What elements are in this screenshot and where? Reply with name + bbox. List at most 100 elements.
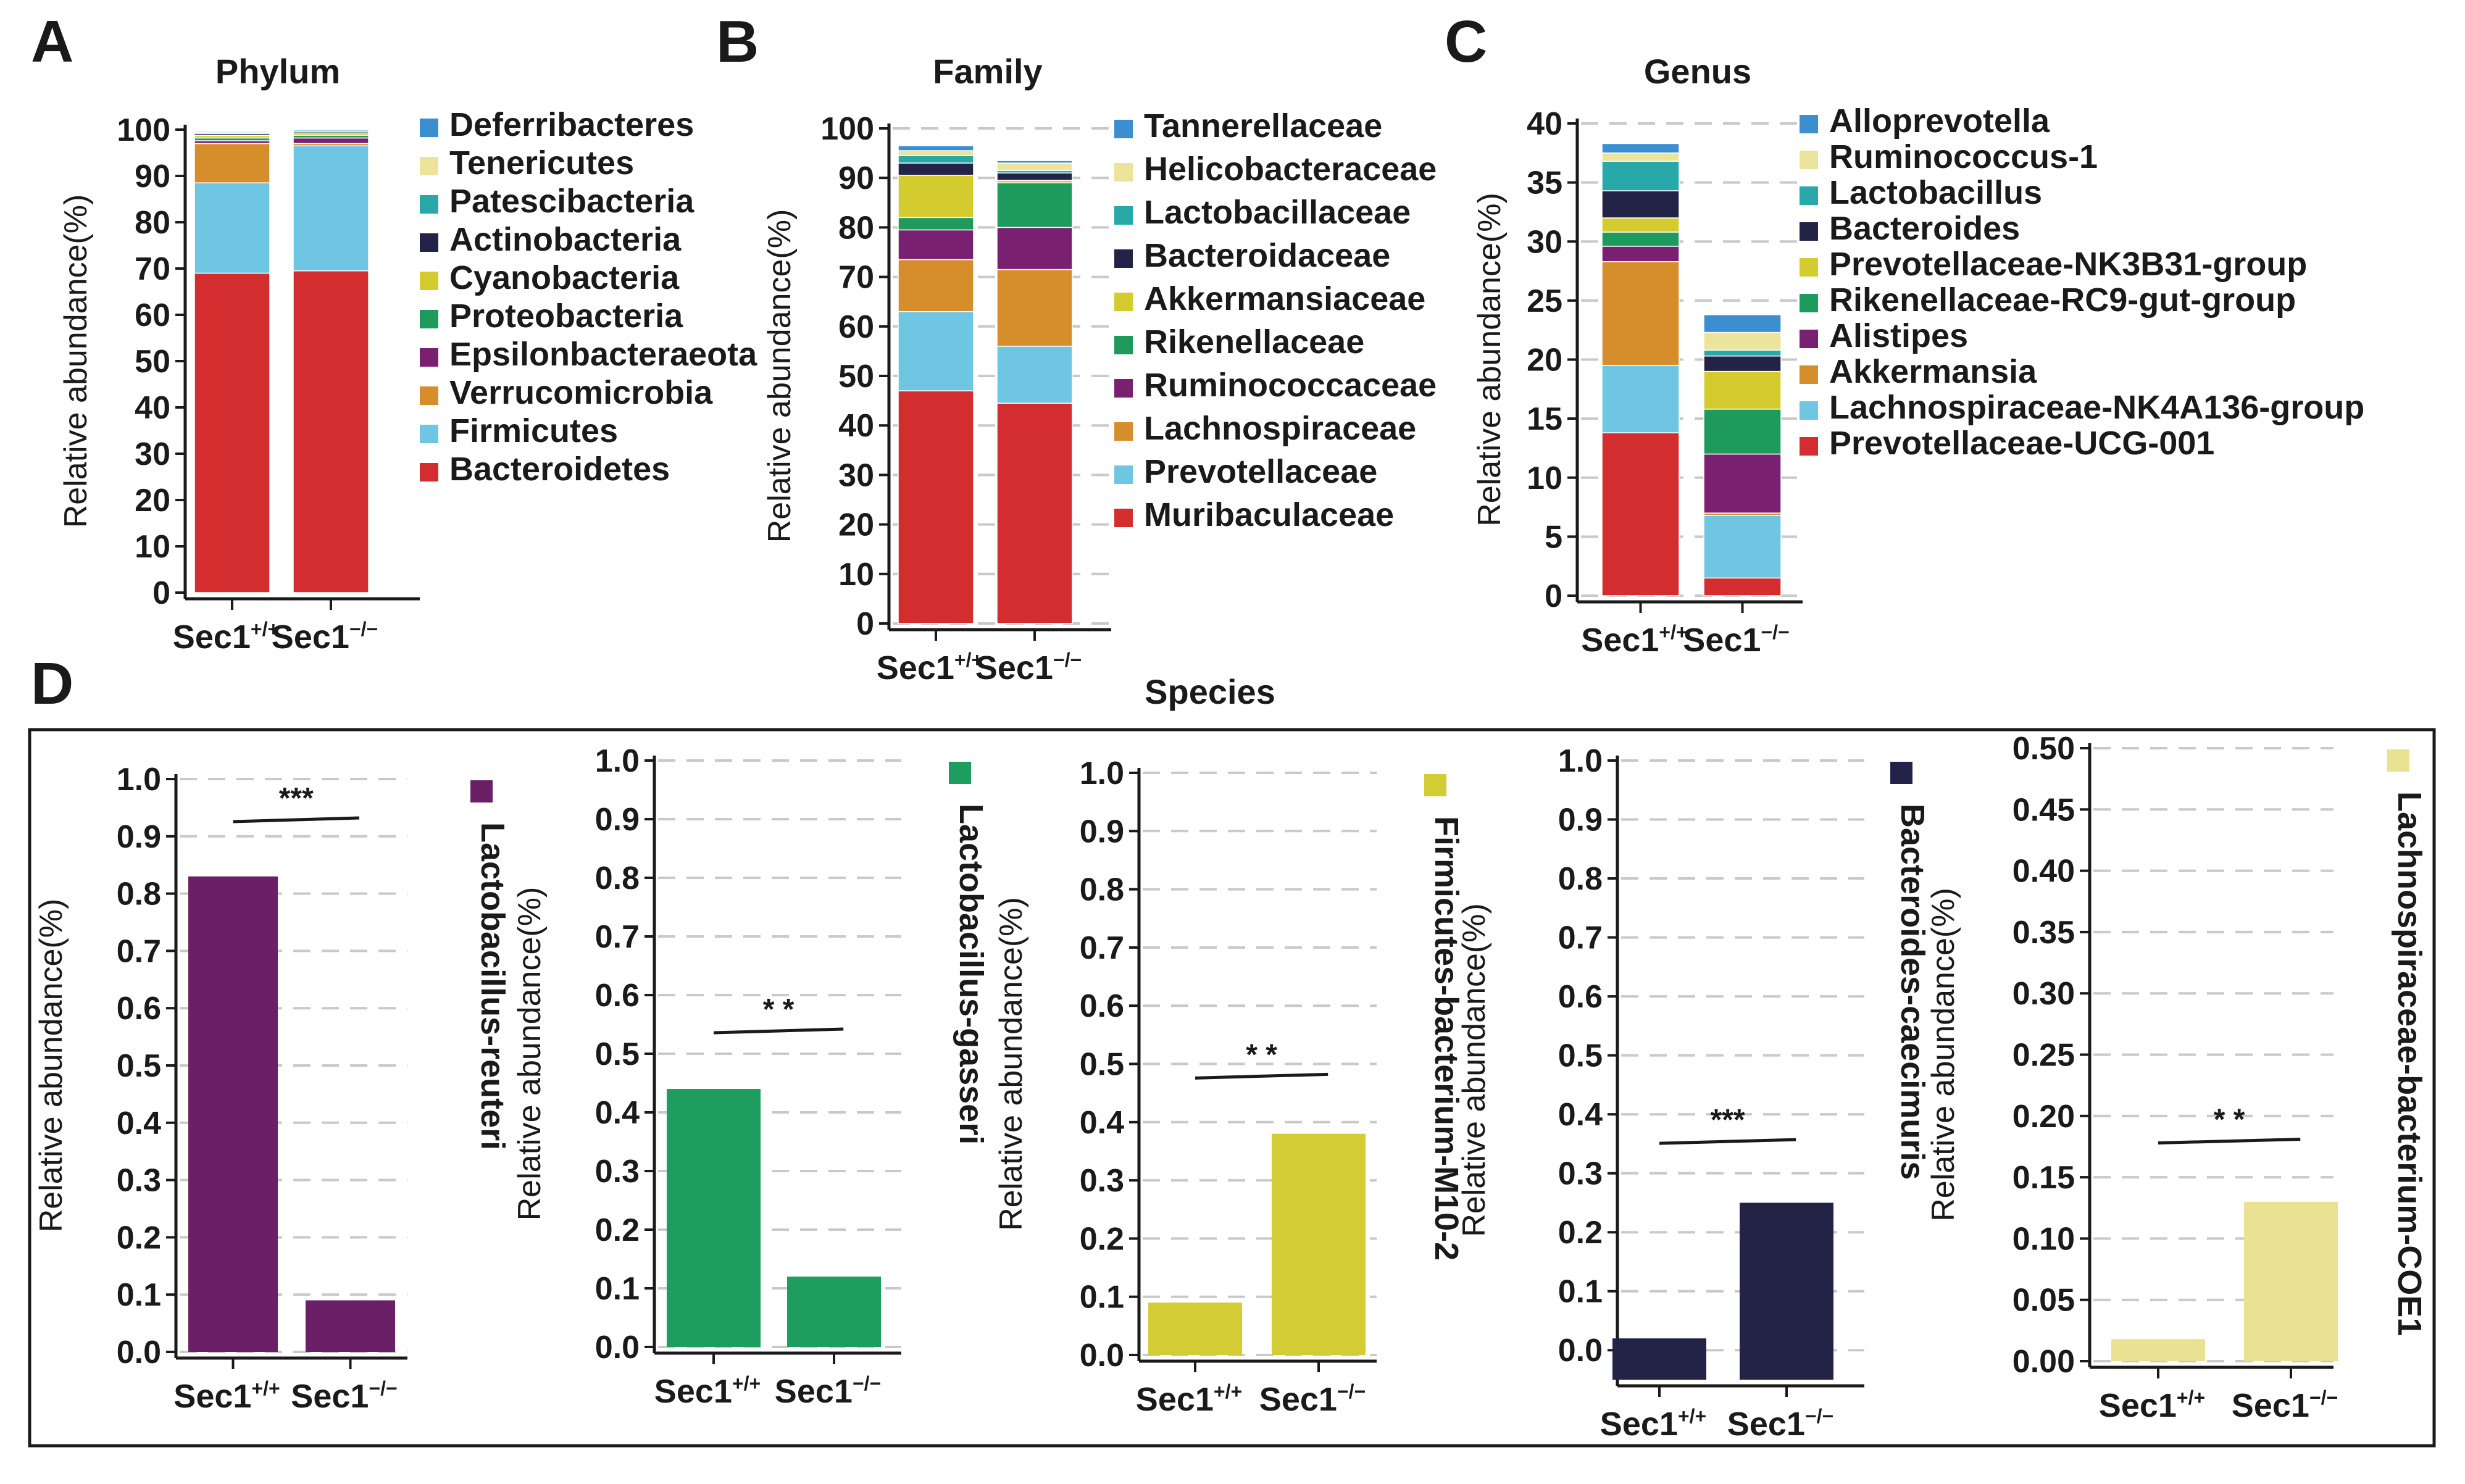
legend-swatch — [1800, 258, 1818, 277]
y-tick-label: 20 — [1527, 343, 1562, 378]
legend-label: Lactobacillaceae — [1144, 194, 1411, 231]
y-tick-label: 35 — [1527, 165, 1562, 201]
chart-c: 0 5 10 15 20 25 30 35 40 Relative abundance(%) Sec… — [1472, 52, 2364, 659]
y-tick-label: 0.2 — [595, 1212, 640, 1248]
y-tick-label: 0.4 — [117, 1106, 161, 1141]
legend-label: Alistipes — [1829, 317, 1968, 354]
stack-segment — [1703, 577, 1782, 596]
y-tick-label: 0.7 — [595, 919, 640, 955]
y-tick-label: 0.15 — [2012, 1160, 2075, 1196]
legend-swatch — [1114, 336, 1133, 354]
legend-label: Proteobacteria — [449, 298, 683, 335]
y-tick-label: 40 — [135, 390, 170, 426]
legend-label: Akkermansia — [1829, 353, 2037, 390]
legend-swatch — [2387, 749, 2409, 772]
y-tick-label: 0.10 — [2012, 1221, 2075, 1257]
stack-segment — [194, 130, 270, 131]
y-tick-label: 0.2 — [1558, 1215, 1603, 1251]
legend-swatch — [420, 386, 438, 405]
legend-swatch — [1114, 422, 1133, 441]
category-label: Sec1+/+ — [877, 649, 983, 686]
legend-label: Lachnospiraceae-NK4A136-group — [1829, 389, 2364, 426]
stack-segment — [1601, 231, 1680, 247]
legend-swatch — [1114, 379, 1133, 398]
legend-swatch — [1800, 401, 1818, 420]
stack-segment — [898, 145, 974, 151]
legend-swatch — [1424, 774, 1446, 796]
panel-d-frame — [28, 728, 2436, 1448]
legend-swatch — [420, 157, 438, 175]
y-tick-label: 0.1 — [1558, 1274, 1603, 1310]
legend-swatch — [420, 119, 438, 137]
y-axis-label: Relative abundance(%) — [993, 897, 1029, 1231]
y-tick-label: 0.4 — [1080, 1105, 1124, 1141]
category-label: Sec1−/− — [291, 1377, 397, 1415]
y-tick-label: 20 — [838, 507, 874, 543]
y-tick-label: 15 — [1527, 401, 1562, 437]
y-tick-label: 80 — [135, 205, 170, 241]
legend-swatch — [1114, 120, 1133, 138]
y-tick-label: 0.1 — [595, 1271, 640, 1307]
category-label: Sec1−/− — [1727, 1405, 1833, 1443]
legend-label: Bacteroidetes — [449, 451, 670, 488]
legend-swatch — [1890, 762, 1912, 784]
y-tick-label: 0.6 — [1558, 979, 1603, 1015]
stack-segment — [1703, 515, 1782, 579]
legend-swatch — [1800, 151, 1818, 169]
legend-swatch — [1800, 437, 1818, 456]
bar — [667, 1089, 761, 1347]
y-tick-label: 0.3 — [1080, 1163, 1124, 1199]
stack-segment — [898, 155, 974, 164]
y-tick-label: 0.30 — [2012, 976, 2075, 1012]
y-tick-label: 0.0 — [1558, 1333, 1603, 1369]
stack-segment — [1703, 331, 1782, 351]
legend-label: Firmicutes — [449, 412, 618, 449]
legend-label: Helicobacteraceae — [1144, 151, 1437, 188]
y-tick-label: 30 — [135, 436, 170, 472]
stack-segment — [1601, 152, 1680, 162]
legend-swatch — [470, 780, 493, 802]
y-tick-label: 80 — [838, 210, 874, 246]
legend-swatch — [420, 233, 438, 252]
y-axis-label: Relative abundance(%) — [512, 887, 548, 1221]
legend-label: Prevotellaceae-UCG-001 — [1829, 425, 2214, 462]
bar — [2111, 1339, 2205, 1361]
y-tick-label: 0.7 — [1558, 920, 1603, 956]
y-axis-label: Relative abundance(%) — [58, 194, 94, 528]
legend-label: Ruminococcus-1 — [1829, 138, 2098, 175]
y-tick-label: 0.1 — [1080, 1280, 1124, 1315]
y-tick-label: 0.9 — [595, 802, 640, 838]
stack-segment — [293, 145, 369, 272]
stack-segment — [1601, 246, 1680, 262]
category-label: Sec1−/− — [975, 649, 1082, 686]
y-tick-label: 60 — [838, 309, 874, 345]
legend-label: Bacteroidaceae — [1144, 237, 1390, 274]
y-tick-label: 0.6 — [1080, 988, 1124, 1024]
chart-title: Genus — [1644, 52, 1751, 91]
bar — [1740, 1203, 1833, 1380]
category-label: Sec1−/− — [2232, 1386, 2338, 1424]
y-tick-label: 70 — [838, 260, 874, 296]
y-tick-label: 30 — [838, 457, 874, 493]
category-label: Sec1+/+ — [173, 618, 279, 656]
y-tick-label: 60 — [135, 298, 170, 333]
y-tick-label: 10 — [135, 529, 170, 565]
stack-segment — [898, 217, 974, 231]
category-label: Sec1+/+ — [1600, 1405, 1706, 1443]
y-tick-label: 40 — [838, 408, 874, 444]
legend-label: Actinobacteria — [449, 221, 682, 258]
y-tick-label: 0 — [152, 575, 170, 611]
legend-label: Lachnospiraceae — [1144, 410, 1416, 447]
y-tick-label: 1.0 — [595, 743, 640, 779]
stack-segment — [194, 182, 270, 274]
y-tick-label: 0.40 — [2012, 854, 2075, 890]
stack-segment — [996, 172, 1073, 181]
legend-label: Muribaculaceae — [1144, 496, 1394, 533]
bar — [1272, 1133, 1366, 1355]
category-label: Sec1−/− — [272, 618, 378, 656]
stack-segment — [898, 175, 974, 219]
y-tick-label: 0.45 — [2012, 792, 2075, 828]
stack-segment — [1703, 453, 1782, 514]
legend-label: Cyanobacteria — [449, 259, 680, 296]
